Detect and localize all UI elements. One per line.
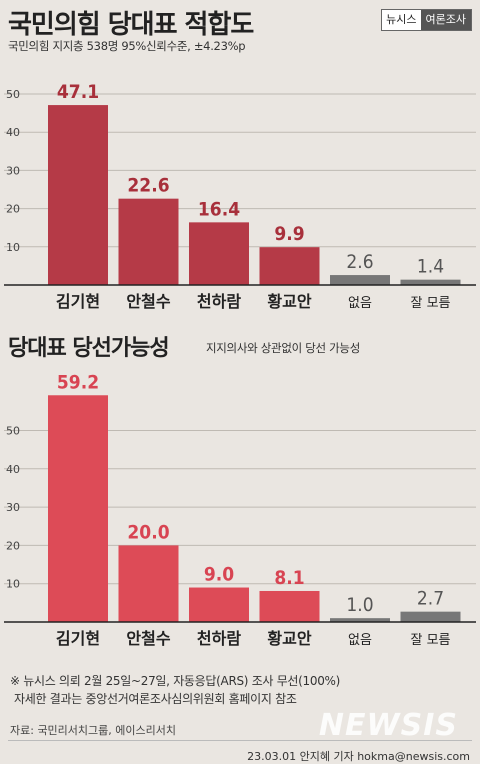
newsis-watermark: NEWSIS	[318, 708, 458, 743]
category-label: 김기현	[56, 292, 100, 311]
y-tick-label: 50	[6, 425, 20, 438]
bar	[330, 618, 390, 622]
bar-value-label: 8.1	[274, 567, 304, 589]
y-tick-label: 10	[6, 578, 20, 591]
y-tick-label: 40	[6, 463, 20, 476]
bar-value-label: 16.4	[198, 198, 240, 220]
page-title: 국민의힘 당대표 적합도	[8, 10, 254, 40]
bar-value-label: 1.0	[346, 594, 373, 616]
survey-subtitle: 국민의힘 지지층 538명 95%신뢰수준, ±4.23%p	[8, 39, 246, 53]
bar-value-label: 2.6	[346, 251, 373, 273]
y-tick-label: 30	[6, 501, 20, 514]
y-tick-label: 30	[6, 164, 20, 177]
bar	[400, 611, 461, 622]
category-label: 황교안	[267, 629, 311, 648]
bar	[118, 545, 179, 622]
footnote-method: ※ 뉴시스 의뢰 2월 25일~27일, 자동응답(ARS) 조사 무선(100…	[10, 674, 341, 688]
bar-value-label: 9.0	[204, 564, 234, 586]
y-tick-label: 10	[6, 241, 20, 254]
brand-survey-label: 여론조사	[420, 10, 471, 30]
bar-value-label: 47.1	[57, 81, 99, 103]
category-label: 안철수	[126, 292, 170, 311]
y-tick-label: 50	[6, 88, 20, 101]
category-label: 잘 모름	[410, 296, 450, 311]
y-tick-label: 20	[6, 539, 20, 552]
bar	[118, 198, 179, 285]
footer-divider	[8, 740, 472, 741]
brand-label: 뉴시스	[382, 10, 421, 30]
bar	[189, 587, 249, 622]
bar-value-label: 59.2	[57, 371, 99, 393]
bar	[259, 590, 320, 622]
bar	[259, 247, 320, 285]
bar	[400, 279, 461, 285]
win-likelihood-bar-chart: 10 20 30 40 50 59.2 김기현 20.0 안철수 9.0 천하람 8.1 황교안 1.0 없…	[4, 371, 476, 648]
section2-note: 지지의사와 상관없이 당선 가능성	[206, 341, 360, 355]
fitness-bar-chart: 10 20 30 40 50 47.1 김기현 22.6 안철수 16.4 천하람 9.9 황교안 2.6…	[4, 81, 476, 311]
category-label: 천하람	[197, 292, 241, 311]
category-label: 없음	[348, 296, 372, 311]
bar-value-label: 22.6	[127, 175, 169, 197]
brand-badge: 뉴시스 여론조사	[381, 9, 472, 31]
category-label: 황교안	[267, 292, 311, 311]
bar-value-label: 1.4	[417, 256, 444, 278]
bar-value-label: 2.7	[417, 588, 444, 610]
section2-title: 당대표 당선가능성	[8, 336, 170, 361]
bar-value-label: 9.9	[274, 223, 304, 245]
credit-line: 23.03.01 안지혜 기자 hokma@newsis.com	[247, 750, 470, 763]
bar-value-label: 20.0	[127, 521, 169, 543]
category-label: 김기현	[56, 629, 100, 648]
category-label: 없음	[348, 633, 372, 648]
bar	[48, 395, 108, 622]
bar	[330, 275, 390, 285]
bar	[189, 222, 249, 285]
y-tick-label: 20	[6, 203, 20, 216]
category-label: 잘 모름	[410, 633, 450, 648]
source-note: 자료: 국민리서치그룹, 에이스리서치	[10, 724, 176, 737]
bar	[48, 105, 108, 285]
category-label: 천하람	[197, 629, 241, 648]
y-tick-label: 40	[6, 126, 20, 139]
footnote-reference: 자세한 결과는 중앙선거여론조사심의위원회 홈페이지 참조	[14, 692, 297, 706]
category-label: 안철수	[126, 629, 170, 648]
